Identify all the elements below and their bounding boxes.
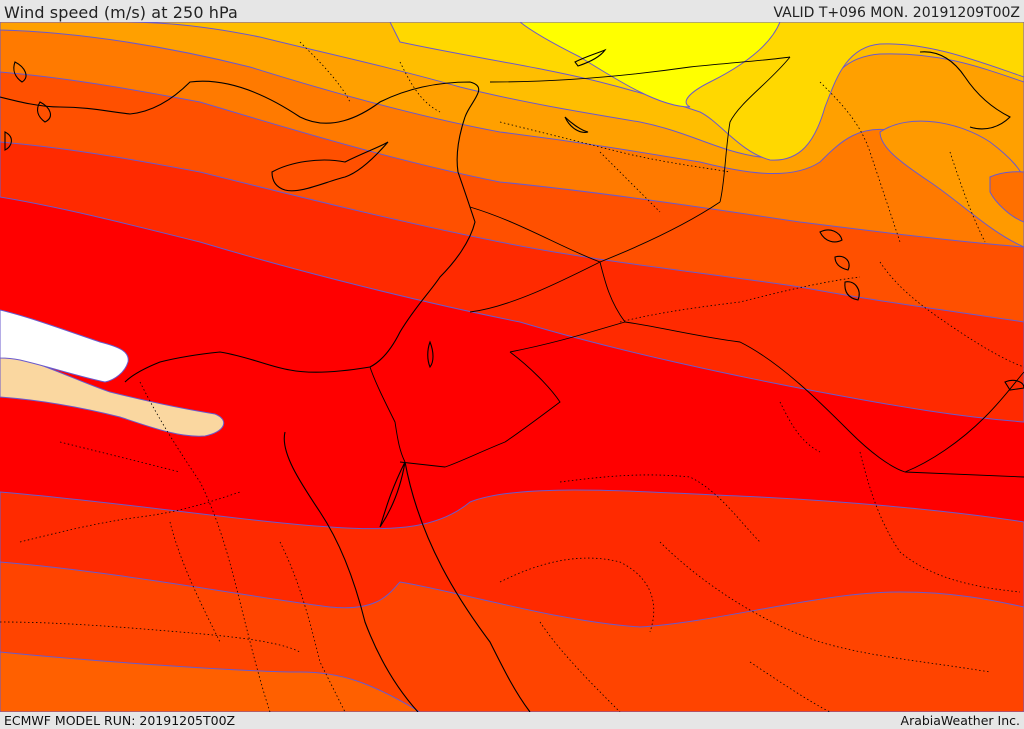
model-run-label: ECMWF MODEL RUN: 20191205T00Z [4,713,236,728]
coastlines [0,48,1024,712]
header-bar: Wind speed (m/s) at 250 hPa VALID T+096 … [0,0,1024,22]
band-east-orange-patch [879,120,1024,248]
footer-bar: ECMWF MODEL RUN: 20191205T00Z ArabiaWeat… [0,712,1024,729]
band-white-tongue [0,309,129,383]
band-north-gold [389,22,1024,161]
admin-boundaries [0,41,1024,712]
band-light-tongue [0,351,225,437]
credit-label: ArabiaWeather Inc. [900,713,1020,728]
map-title: Wind speed (m/s) at 250 hPa [4,3,238,22]
map-canvas [0,22,1024,712]
wind-speed-map [0,22,1024,712]
valid-time: VALID T+096 MON. 20191209T00Z [773,5,1020,21]
band-east-red-patch [989,171,1024,223]
country-borders [369,56,1024,478]
band-south-orange [0,651,421,712]
